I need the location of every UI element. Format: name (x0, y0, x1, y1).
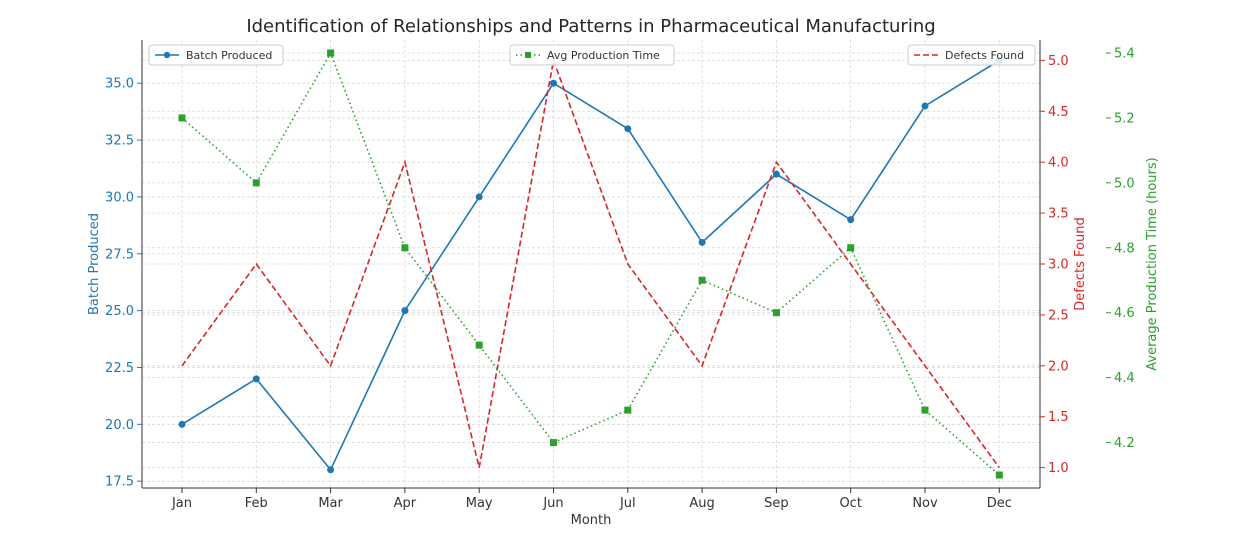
legend-label: Avg Production Time (547, 49, 660, 62)
data-point (252, 375, 260, 383)
y-tick-label: 5.4 (1114, 46, 1135, 61)
y-tick-label: 3.0 (1048, 258, 1069, 273)
x-tick-label: Feb (245, 496, 268, 511)
data-point (847, 216, 855, 224)
data-point (401, 244, 409, 252)
legend-entry: Batch Produced (148, 44, 284, 66)
data-point (550, 79, 557, 87)
y-tick-label: 4.2 (1114, 436, 1135, 451)
data-point (401, 307, 409, 315)
x-tick-label: Jan (171, 496, 192, 511)
data-point (847, 244, 855, 252)
legend-box (509, 44, 675, 66)
y-tick-label: 30.0 (105, 190, 134, 205)
data-point (178, 420, 186, 428)
legend-entry: Defects Found (907, 44, 1036, 66)
x-tick-label: Apr (394, 496, 417, 511)
y-tick-label: 2.0 (1048, 359, 1069, 374)
y-tick-label: 2.5 (1048, 308, 1069, 323)
y-tick-label: 1.0 (1048, 461, 1069, 476)
y-tick-label: 32.5 (105, 134, 134, 149)
y-tick-label: 25.0 (105, 304, 134, 319)
data-point (698, 238, 706, 246)
y-tick-label: 4.4 (1114, 371, 1135, 386)
y-tick-label: 3.5 (1048, 207, 1069, 222)
y-axis-label-left: Batch Produced (87, 213, 102, 315)
legend-layer: Batch Produced Defects Found Avg Productio… (148, 44, 1036, 66)
data-point (327, 466, 335, 474)
y-tick-label: 4.0 (1048, 156, 1069, 171)
data-point (772, 170, 780, 178)
y-tick-label: 35.0 (105, 77, 134, 92)
series-layer (178, 49, 1003, 479)
x-tick-label: Mar (318, 496, 343, 511)
data-point (995, 471, 1003, 479)
legend-box (907, 44, 1036, 66)
legend-box (148, 44, 284, 66)
y-tick-label: 1.5 (1048, 410, 1069, 425)
data-point (921, 102, 929, 110)
grid (142, 40, 1040, 488)
y-tick-label: 4.5 (1048, 105, 1069, 120)
data-point (772, 309, 780, 317)
series-line (181, 59, 1000, 472)
legend-label: Defects Found (945, 49, 1024, 62)
y-tick-label: 4.8 (1114, 241, 1135, 256)
data-point (624, 125, 632, 133)
x-tick-label: Nov (912, 496, 938, 511)
y-tick-label: 5.0 (1114, 176, 1135, 191)
y-axis-label-production-time: Average Production Time (hours) (1145, 157, 1160, 370)
axes-layer: Jan Feb Mar Apr May Jun Jul Aug Sep Oct Nov Dec 17.5… (105, 40, 1135, 511)
data-point (475, 193, 483, 201)
data-point (178, 114, 186, 122)
x-tick-label: Jun (542, 496, 563, 511)
y-tick-label: 4.6 (1114, 306, 1135, 321)
series-line (181, 57, 1000, 469)
x-tick-label: Sep (764, 496, 789, 511)
data-point (624, 406, 632, 414)
x-tick-label: Jul (619, 496, 636, 511)
y-tick-label: 22.5 (105, 361, 134, 376)
legend-entry: Avg Production Time (509, 44, 675, 66)
x-tick-label: Oct (839, 496, 861, 511)
x-axis-label: Month (571, 513, 612, 528)
x-tick-label: May (466, 496, 493, 511)
data-point (252, 179, 260, 187)
data-point (327, 49, 335, 57)
data-point (475, 341, 483, 349)
y-tick-label: 20.0 (105, 418, 134, 433)
data-point (698, 276, 706, 284)
data-point (550, 439, 557, 447)
legend-label: Batch Produced (186, 49, 272, 62)
y-tick-label: 5.2 (1114, 111, 1135, 126)
x-tick-label: Dec (987, 496, 1012, 511)
legend-marker (163, 51, 171, 59)
data-point (921, 406, 929, 414)
legend-marker (525, 52, 531, 58)
y-tick-label: 5.0 (1048, 54, 1069, 69)
chart-title: Identification of Relationships and Patt… (246, 16, 935, 37)
x-tick-label: Aug (689, 496, 714, 511)
y-tick-label: 17.5 (105, 475, 134, 490)
y-axis-label-defects: Defects Found (1073, 217, 1088, 310)
y-tick-label: 27.5 (105, 247, 134, 262)
